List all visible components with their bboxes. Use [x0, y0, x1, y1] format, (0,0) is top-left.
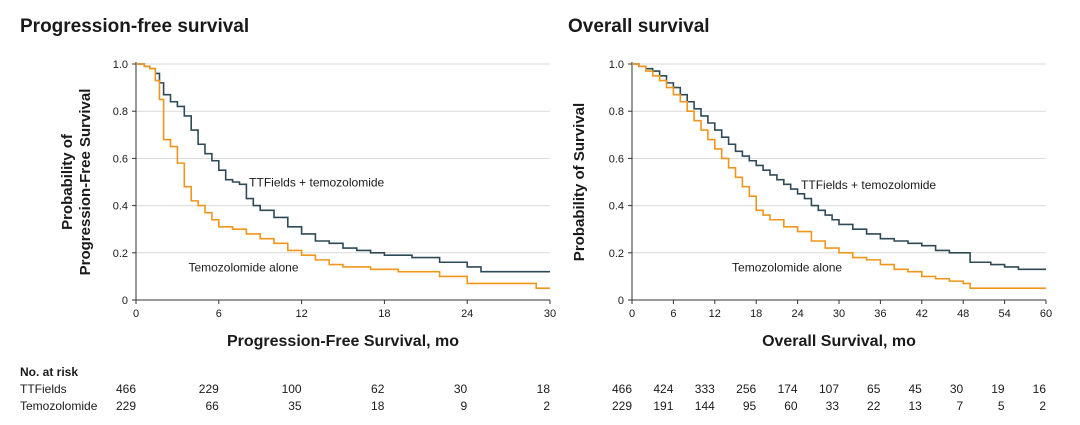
os-x-axis-label: Overall Survival, mo [762, 333, 916, 350]
risk-table-heading: No. at risk [20, 365, 79, 379]
os-risk-ttfields: 256 [736, 382, 757, 396]
pfs-x-tick-label: 6 [216, 308, 222, 320]
pfs-panel-title: Progression-free survival [20, 16, 250, 37]
os-y-tick-label: 0 [618, 295, 624, 307]
pfs-curve-ttfields [136, 63, 550, 273]
os-x-tick-label: 30 [833, 308, 845, 320]
os-y-axis-label: Probability of Survival [571, 103, 588, 261]
pfs-x-tick-label: 0 [133, 308, 139, 320]
pfs-y-tick-label: 0 [122, 295, 128, 307]
os-panel-title: Overall survival [568, 16, 710, 37]
os-y-tick-label: 0.6 [609, 153, 624, 165]
pfs-risk-tmz: 2 [543, 399, 550, 413]
os-x-tick-label: 48 [957, 308, 969, 320]
os-risk-ttfields: 174 [777, 382, 798, 396]
os-annotation-ttfields: TTFields + temozolomide [801, 178, 936, 192]
os-x-tick-label: 24 [791, 308, 803, 320]
os-risk-ttfields: 107 [818, 382, 839, 396]
os-annotation-tmz: Temozolomide alone [732, 261, 842, 275]
os-risk-tmz: 60 [784, 399, 798, 413]
os-risk-tmz: 13 [908, 399, 922, 413]
pfs-y-tick-label: 0.4 [113, 201, 128, 213]
os-x-tick-label: 42 [916, 308, 928, 320]
pfs-y-tick-label: 0.8 [113, 106, 128, 118]
pfs-risk-ttfields: 62 [371, 382, 385, 396]
os-risk-tmz: 144 [694, 399, 715, 413]
os-curve-tmz [632, 63, 1046, 289]
os-risk-ttfields: 65 [867, 382, 881, 396]
os-risk-ttfields: 30 [949, 382, 964, 396]
os-y-tick-label: 0.4 [609, 201, 624, 213]
pfs-y-tick-label: 0.6 [113, 153, 128, 165]
os-risk-ttfields: 19 [991, 382, 1005, 396]
risk-label-tmz: Temozolomide [20, 399, 98, 413]
os-risk-ttfields: 424 [653, 382, 674, 396]
pfs-x-tick-label: 24 [461, 308, 473, 320]
os-risk-tmz: 22 [867, 399, 881, 413]
os-risk-ttfields: 16 [1032, 382, 1046, 396]
pfs-x-axis-label: Progression-Free Survival, mo [227, 333, 459, 350]
pfs-risk-ttfields: 466 [115, 382, 136, 396]
pfs-x-tick-label: 12 [295, 308, 307, 320]
os-x-tick-label: 6 [670, 308, 676, 320]
os-risk-ttfields: 45 [908, 382, 922, 396]
os-curve-ttfields [632, 63, 1046, 271]
os-x-tick-label: 18 [750, 308, 762, 320]
pfs-risk-ttfields: 100 [281, 382, 302, 396]
pfs-risk-tmz: 18 [371, 399, 385, 413]
os-risk-tmz: 191 [653, 399, 674, 413]
pfs-x-tick-label: 18 [378, 308, 390, 320]
os-risk-ttfields: 333 [694, 382, 715, 396]
risk-label-ttfields: TTFields [20, 382, 67, 396]
pfs-y-axis-label: Probability of [59, 133, 76, 230]
pfs-x-tick-label: 30 [544, 308, 556, 320]
pfs-annotation-tmz: Temozolomide alone [188, 261, 298, 275]
pfs-annotation-ttfields: TTFields + temozolomide [249, 176, 384, 190]
os-x-tick-label: 36 [874, 308, 886, 320]
os-x-tick-label: 0 [629, 308, 635, 320]
os-x-tick-label: 54 [998, 308, 1010, 320]
pfs-risk-ttfields: 229 [198, 382, 219, 396]
pfs-risk-tmz: 229 [115, 399, 136, 413]
os-x-tick-label: 12 [709, 308, 721, 320]
os-risk-tmz: 229 [611, 399, 632, 413]
pfs-y-axis-label: Progression-Free Survival [77, 89, 94, 276]
pfs-y-tick-label: 1.0 [113, 59, 128, 71]
os-y-tick-label: 0.2 [609, 248, 624, 260]
pfs-risk-tmz: 35 [288, 399, 302, 413]
pfs-curve-tmz [136, 63, 550, 289]
pfs-risk-ttfields: 18 [536, 382, 550, 396]
os-risk-tmz: 5 [997, 399, 1005, 413]
os-risk-tmz: 7 [956, 399, 964, 413]
pfs-y-tick-label: 0.2 [113, 248, 128, 260]
pfs-risk-tmz: 9 [460, 399, 468, 413]
os-risk-tmz: 2 [1039, 399, 1046, 413]
os-risk-ttfields: 466 [611, 382, 632, 396]
os-y-tick-label: 0.8 [609, 106, 624, 118]
os-risk-tmz: 33 [825, 399, 839, 413]
os-x-tick-label: 60 [1040, 308, 1052, 320]
pfs-risk-ttfields: 30 [453, 382, 468, 396]
os-y-tick-label: 1.0 [609, 59, 624, 71]
os-risk-tmz: 95 [742, 399, 757, 413]
pfs-risk-tmz: 66 [205, 399, 219, 413]
